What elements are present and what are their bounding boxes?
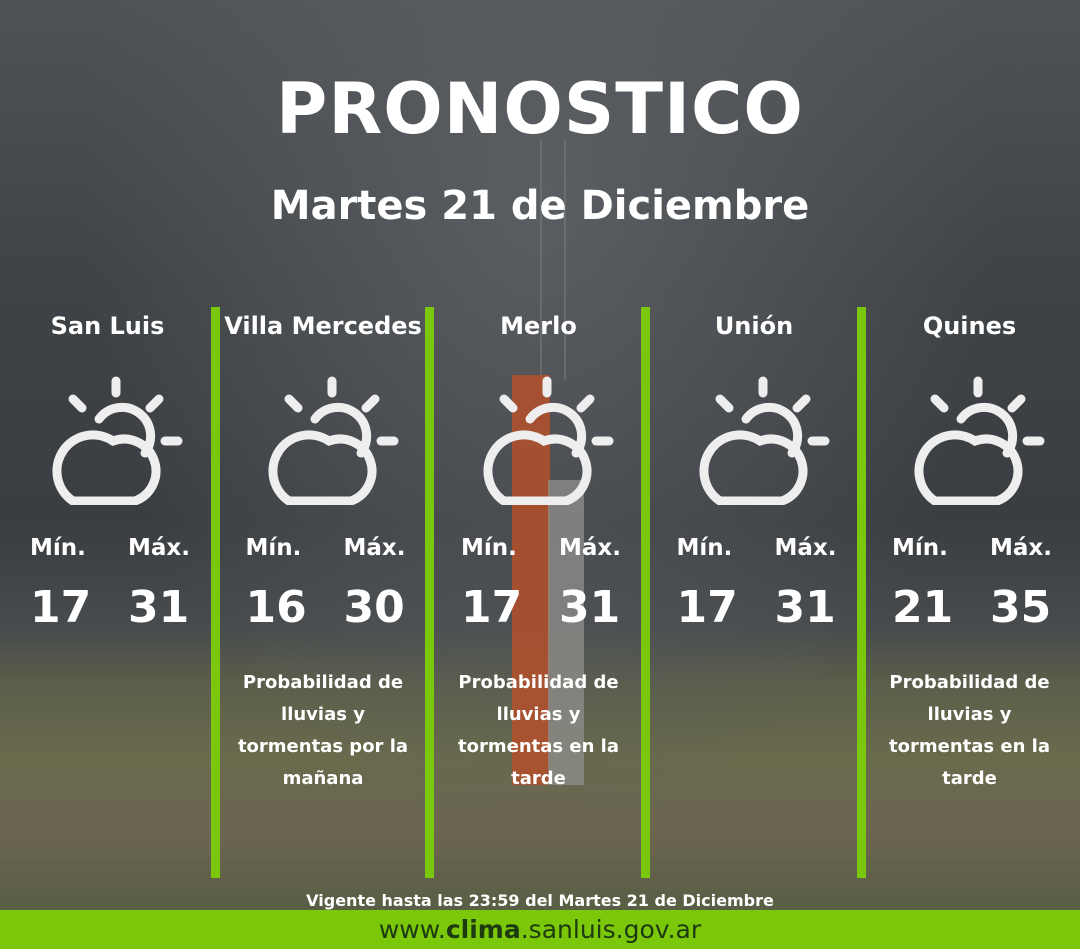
partly-cloudy-icon bbox=[680, 375, 830, 506]
city-forecast: Villa Mercedes Mín. Máx. 16 30 Probabilidad d… bbox=[216, 307, 431, 877]
min-label: Mín. bbox=[245, 535, 302, 561]
min-label: Mín. bbox=[676, 535, 733, 561]
city-name: Merlo bbox=[500, 312, 577, 340]
max-label: Máx. bbox=[990, 535, 1052, 561]
forecast-date: Martes 21 de Diciembre bbox=[270, 183, 810, 229]
background-tower-mast bbox=[540, 140, 566, 380]
city-name: San Luis bbox=[50, 312, 165, 340]
validity-text: Vigente hasta las 23:59 del Martes 21 de… bbox=[306, 891, 774, 910]
max-temp: 31 bbox=[559, 582, 621, 633]
city-name: Unión bbox=[714, 312, 794, 340]
max-temp: 31 bbox=[774, 582, 836, 633]
forecast-note: Probabilidad de lluvias y tormentas por … bbox=[237, 672, 409, 789]
max-temp: 31 bbox=[128, 582, 190, 633]
city-forecast: San Luis Mín. Máx. 17 31 bbox=[0, 307, 215, 877]
min-label: Mín. bbox=[892, 535, 948, 561]
min-label: Mín. bbox=[461, 535, 517, 561]
city-forecast: Unión Mín. Máx. 17 31 bbox=[647, 307, 862, 877]
forecast-note: Probabilidad de lluvias y tormentas en l… bbox=[889, 672, 1050, 789]
partly-cloudy-icon bbox=[249, 375, 399, 506]
page-title: PRONOSTICO bbox=[276, 68, 804, 150]
url-suffix: .sanluis.gov.ar bbox=[520, 915, 702, 944]
min-temp: 17 bbox=[30, 582, 92, 633]
city-name: Quines bbox=[922, 312, 1017, 340]
min-temp: 17 bbox=[676, 582, 738, 633]
min-temp: 21 bbox=[892, 582, 954, 633]
max-label: Máx. bbox=[128, 535, 190, 561]
city-forecast: Quines Mín. Máx. 21 35 Probabilidad de lluvia… bbox=[862, 307, 1077, 877]
url-bold: clima bbox=[445, 915, 521, 944]
min-temp: 17 bbox=[461, 582, 523, 633]
column-divider bbox=[211, 307, 220, 878]
max-label: Máx. bbox=[343, 535, 406, 561]
url-prefix: www. bbox=[378, 915, 446, 944]
max-label: Máx. bbox=[559, 535, 621, 561]
min-temp: 16 bbox=[245, 582, 307, 633]
partly-cloudy-icon bbox=[464, 375, 614, 506]
min-label: Mín. bbox=[30, 535, 86, 561]
column-divider bbox=[425, 307, 434, 878]
partly-cloudy-icon bbox=[895, 375, 1045, 506]
city-forecast: Merlo Mín. Máx. 17 31 Probabilidad de lluvias… bbox=[431, 307, 646, 877]
max-temp: 30 bbox=[343, 582, 405, 633]
max-temp: 35 bbox=[990, 582, 1052, 633]
max-label: Máx. bbox=[774, 535, 837, 561]
partly-cloudy-icon bbox=[33, 375, 183, 506]
background-tower-column bbox=[548, 480, 584, 785]
column-divider bbox=[641, 307, 650, 878]
city-name: Villa Mercedes bbox=[224, 312, 422, 340]
column-divider bbox=[857, 307, 866, 878]
forecast-note: Probabilidad de lluvias y tormentas en l… bbox=[458, 672, 619, 789]
footer-url[interactable]: www.clima.sanluis.gov.ar bbox=[0, 910, 1080, 949]
